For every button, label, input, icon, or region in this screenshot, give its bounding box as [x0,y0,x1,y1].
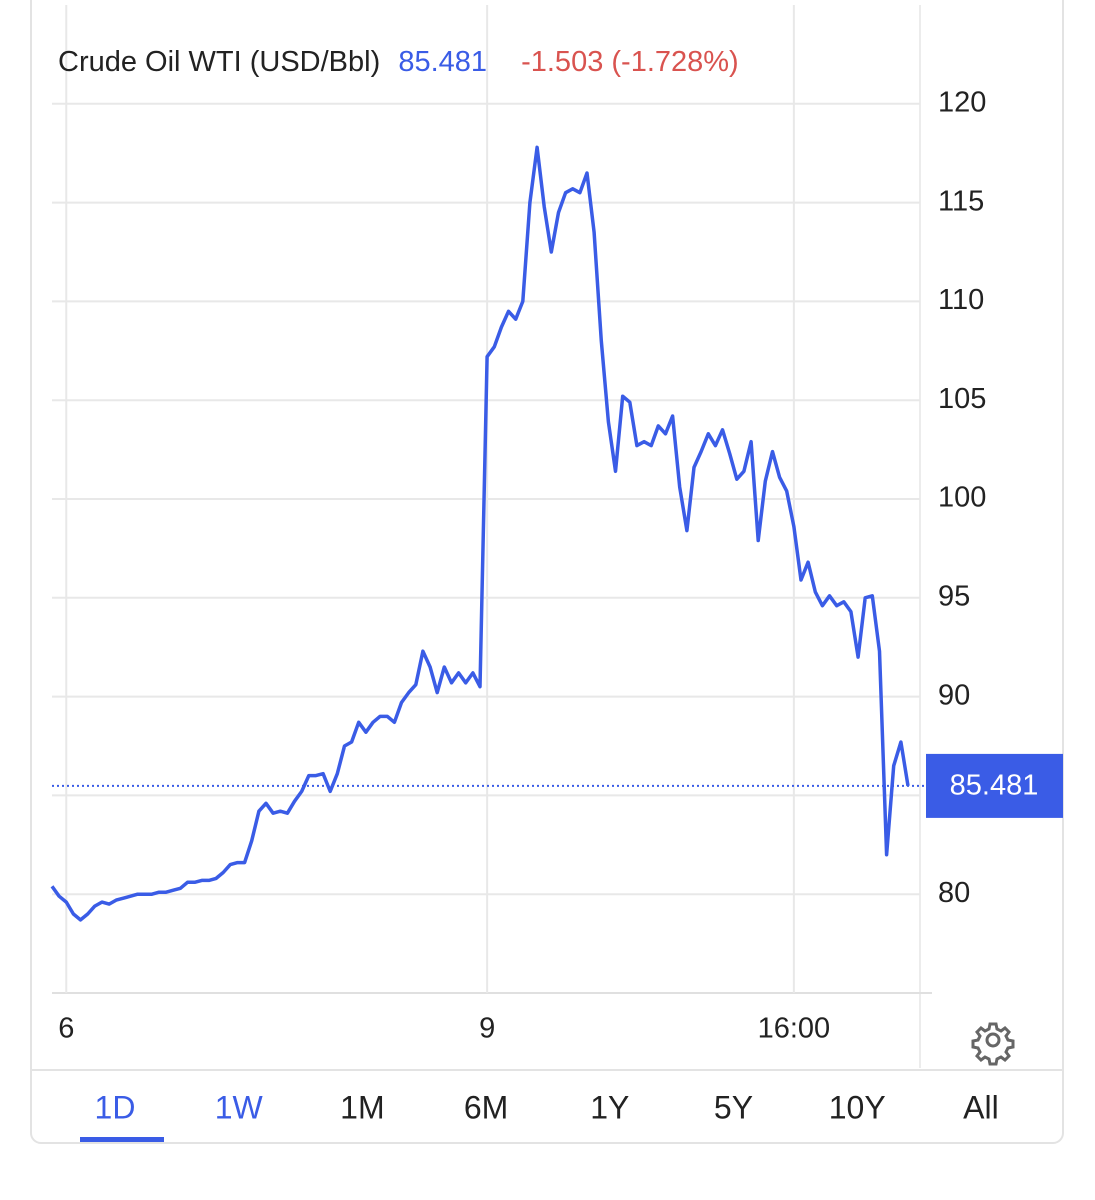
x-tick-label: 6 [58,1013,74,1045]
settings-icon[interactable] [971,1022,1015,1066]
header: Crude Oil WTI (USD/Bbl) 85.481 -1.503 (-… [58,46,749,79]
last-price: 85.481 [398,46,488,78]
range-button[interactable]: 1W [215,1089,264,1125]
y-tick-label: 95 [938,580,970,612]
range-button[interactable]: All [963,1089,999,1125]
range-button[interactable]: 1Y [590,1089,629,1125]
y-tick-label: 115 [938,185,984,217]
price-line [50,145,910,922]
range-button[interactable]: 5Y [714,1089,753,1125]
last-price-box [926,753,1063,818]
range-button[interactable]: 1D [95,1089,136,1125]
x-tick-label: 16:00 [758,1013,831,1045]
y-tick-label: 105 [938,383,986,415]
y-tick-label: 80 [938,877,970,909]
y-tick-label: 120 [938,86,986,118]
range-button[interactable]: 1M [340,1089,384,1125]
range-button[interactable]: 10Y [829,1089,886,1125]
range-button[interactable]: 6M [464,1089,508,1125]
y-tick-label: 90 [938,679,970,711]
card-frame [30,0,1064,1144]
last-price-label: 85.481 [950,770,1039,802]
active-range-underline [80,1137,164,1142]
x-tick-label: 9 [479,1013,495,1045]
y-tick-label: 100 [938,482,986,514]
grid [52,5,920,993]
instrument-title: Crude Oil WTI (USD/Bbl) [58,46,381,78]
price-change: -1.503 (-1.728%) [521,46,739,78]
y-tick-label: 110 [938,284,984,316]
